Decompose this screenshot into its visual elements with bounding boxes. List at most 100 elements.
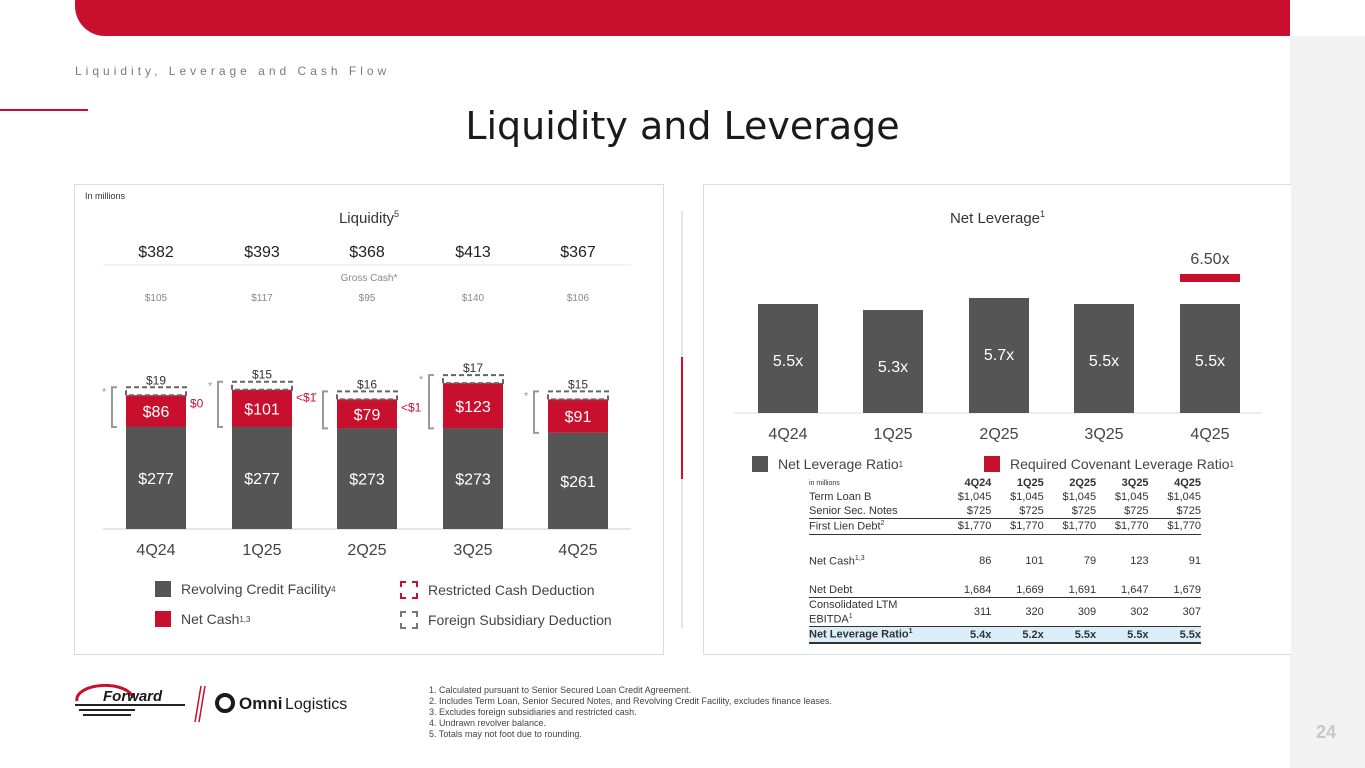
table-cell: 5.4x: [969, 628, 992, 641]
table-cell: 101: [1025, 555, 1044, 568]
legend-swatch-red: [984, 456, 1000, 472]
foreign-deduction-label: $16: [357, 377, 377, 391]
table-cell: $1,045: [957, 491, 992, 503]
gross-cash-value: $140: [462, 293, 485, 304]
bar-net-leverage: [758, 304, 818, 413]
table-row-net-leverage: Net Leverage Ratio1 5.4x 5.2x 5.5x 5.5x …: [809, 626, 1201, 644]
net-cash-label: $91: [565, 409, 592, 426]
asterisk: *: [419, 374, 424, 386]
table-cell: $1,770: [1167, 520, 1201, 533]
table-cell: 5.2x: [1022, 628, 1044, 641]
liquidity-total: $393: [244, 244, 280, 261]
gross-cash-bracket: [428, 374, 434, 430]
liquidity-title: Liquidity5: [338, 209, 400, 227]
table-spacer: [809, 534, 1201, 554]
table-header-row: in millions 4Q24 1Q25 2Q25 3Q25 4Q25: [809, 476, 1201, 490]
revolver-label: $277: [138, 471, 174, 488]
table-cell: $725: [1019, 505, 1044, 517]
net-cash-label: $79: [354, 407, 381, 424]
right-decor-panel: [1290, 36, 1365, 768]
legend-swatch-red-dashed: [400, 581, 418, 599]
foreign-deduction-box: [336, 390, 398, 401]
table-cell: 320: [1025, 606, 1044, 619]
bar-revolver: [337, 428, 397, 529]
row-label: Term Loan B: [809, 491, 872, 503]
foreign-deduction-box: [125, 386, 187, 397]
gross-cash-bracket: [217, 380, 223, 428]
table-cell: 1,669: [1016, 583, 1044, 596]
table-cell: 309: [1077, 606, 1097, 619]
table-row-net-debt: Net Debt 1,684 1,669 1,691 1,647 1,679: [809, 583, 1201, 598]
omni-logo-light: Logistics: [285, 696, 347, 713]
leverage-chart: 5.5x 4Q24 5.3x 1Q25 5.7x 2Q25 5.5x 3Q25 5.5x 4Q25…: [734, 251, 1262, 443]
table-col-header: 4Q25: [1174, 477, 1201, 489]
bar-net-cash: [337, 399, 397, 429]
forward-logo-text: Forward: [103, 688, 163, 705]
top-accent-band: [75, 0, 1290, 36]
table-col-header: 2Q25: [1069, 477, 1097, 489]
bar-revolver: [126, 426, 186, 529]
quarter-label: 4Q24: [768, 426, 807, 443]
liquidity-total: $413: [455, 244, 491, 261]
leverage-title: Net Leverage1: [949, 209, 1046, 227]
quarter-label: 4Q25: [558, 542, 597, 559]
table-cell: 91: [1188, 555, 1201, 568]
table-cell: $1,770: [1062, 520, 1097, 533]
table-cell: $1,770: [1114, 520, 1149, 533]
table-cell: $1,770: [957, 520, 992, 533]
company-logos: Forward Omni Logistics: [75, 684, 347, 723]
table-cell: 1,684: [963, 583, 992, 596]
page-title: Liquidity and Leverage: [465, 104, 900, 148]
restricted-deduction-label: <$1: [296, 391, 317, 405]
revolver-label: $261: [560, 474, 596, 491]
footnote: 2. Includes Term Loan, Senior Secured No…: [429, 696, 832, 706]
quarter-label: 2Q25: [979, 426, 1018, 443]
legend-foreign: Foreign Subsidiary Deduction: [400, 611, 612, 629]
table-row-first-lien: First Lien Debt2 $1,770 $1,770 $1,770 $1…: [809, 519, 1201, 535]
page-number: 24: [1316, 722, 1337, 742]
table-cell: 5.5x: [1179, 628, 1201, 641]
liquidity-panel: In millions Liquidity5 Gross Cash* $382 $1…: [74, 184, 664, 655]
table-col-header: 3Q25: [1121, 477, 1149, 489]
foreign-deduction-label: $15: [568, 377, 588, 391]
legend-swatch-gray: [155, 581, 171, 597]
table-cell: 86: [979, 555, 992, 568]
net-leverage-label: 5.3x: [878, 359, 908, 376]
bar-revolver: [232, 426, 292, 529]
legend-swatch-gray: [752, 456, 768, 472]
liquidity-total: $368: [349, 244, 385, 261]
bar-net-leverage: [1074, 304, 1134, 413]
covenant-label: 6.50x: [1190, 251, 1229, 268]
gross-cash-value: $117: [251, 293, 273, 304]
revolver-label: $273: [455, 472, 491, 489]
row-label: Net Cash1,3: [809, 555, 865, 568]
row-label: Consolidated LTM EBITDA1: [809, 598, 898, 626]
table-cell: 79: [1083, 555, 1097, 568]
table-row-term-loan: Term Loan B $1,045 $1,045 $1,045 $1,045 …: [809, 490, 1201, 504]
table-cell: 1,647: [1121, 583, 1149, 596]
table-units: in millions: [809, 479, 840, 487]
gross-cash-bracket: [322, 390, 328, 430]
leverage-panel: Net Leverage1 5.5x 4Q24 5.3x 1Q25 5.7x 2Q25 5.…: [703, 184, 1291, 655]
foreign-deduction-box: [547, 390, 609, 401]
table-cell: $1,770: [1010, 520, 1044, 533]
restricted-deduction-label: $0: [190, 396, 204, 410]
gross-cash-value: $105: [145, 293, 168, 304]
quarter-label: 2Q25: [347, 542, 386, 559]
table-col-header: 4Q24: [964, 477, 992, 489]
leverage-table: in millions 4Q24 1Q25 2Q25 3Q25 4Q25 Ter…: [809, 476, 1201, 644]
table-cell: 307: [1182, 606, 1201, 619]
omni-logo: Omni Logistics: [215, 693, 347, 713]
units-note: In millions: [85, 191, 126, 201]
net-cash-label: $101: [244, 401, 280, 418]
kicker-rule: [0, 109, 88, 111]
restricted-deduction-label: <$1: [401, 400, 422, 414]
forward-logo: Forward: [75, 684, 185, 716]
net-cash-label: $123: [455, 399, 491, 416]
table-cell: $725: [1071, 505, 1097, 517]
legend-net-leverage: Net Leverage Ratio 1: [752, 456, 903, 472]
bar-net-cash: [126, 395, 186, 427]
liquidity-chart: Gross Cash* $382 $105 $277 $86 $19 $0 * 4Q24 $393…: [102, 244, 631, 559]
section-kicker: Liquidity, Leverage and Cash Flow: [75, 64, 391, 78]
bar-revolver: [548, 432, 608, 529]
